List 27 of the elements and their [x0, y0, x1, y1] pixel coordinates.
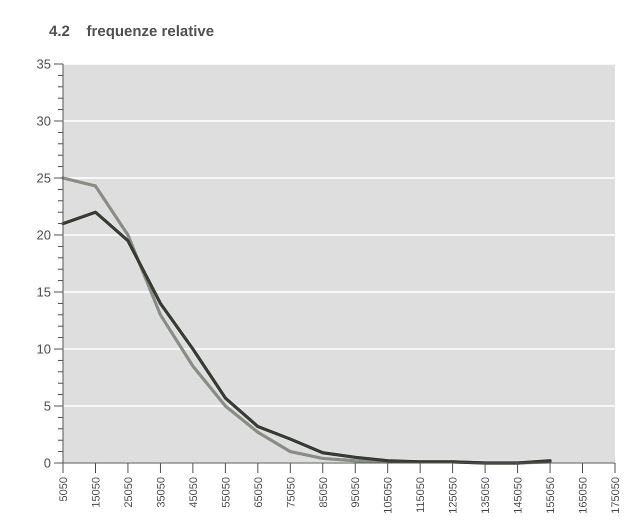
y-tick-label: 25	[36, 170, 51, 186]
x-tick-label: 85050	[318, 477, 330, 508]
x-tick-label: 105050	[382, 477, 395, 514]
y-tick-label: 15	[36, 284, 51, 300]
x-tick-label: 115050	[415, 477, 428, 513]
y-tick-label: 10	[36, 342, 51, 357]
x-tick-label: 125050	[448, 477, 460, 514]
x-tick-label: 25050	[122, 477, 135, 508]
x-tick-label: 75050	[285, 477, 298, 508]
x-tick-label: 55050	[220, 477, 232, 508]
x-tick-label: 15050	[90, 477, 102, 508]
x-tick-label: 165050	[578, 477, 590, 514]
y-tick-label: 30	[36, 114, 51, 129]
x-tick-label: 175050	[610, 477, 622, 514]
x-tick-label: 155050	[545, 477, 558, 514]
y-tick-label: 20	[36, 228, 51, 243]
y-tick-label: 35	[36, 56, 51, 72]
x-tick-label: 135050	[480, 477, 492, 514]
x-tick-label: 145050	[512, 477, 525, 514]
x-tick-label: 65050	[252, 477, 265, 508]
y-tick-label: 0	[44, 456, 51, 471]
x-tick-label: 95050	[350, 477, 362, 508]
x-tick-label: 45050	[188, 477, 200, 508]
chart-title: 4.2 frequenze relative	[49, 23, 214, 40]
x-tick-label: 35050	[155, 477, 168, 508]
y-tick-label: 5	[44, 398, 51, 414]
x-tick-label: 5050	[58, 477, 70, 502]
